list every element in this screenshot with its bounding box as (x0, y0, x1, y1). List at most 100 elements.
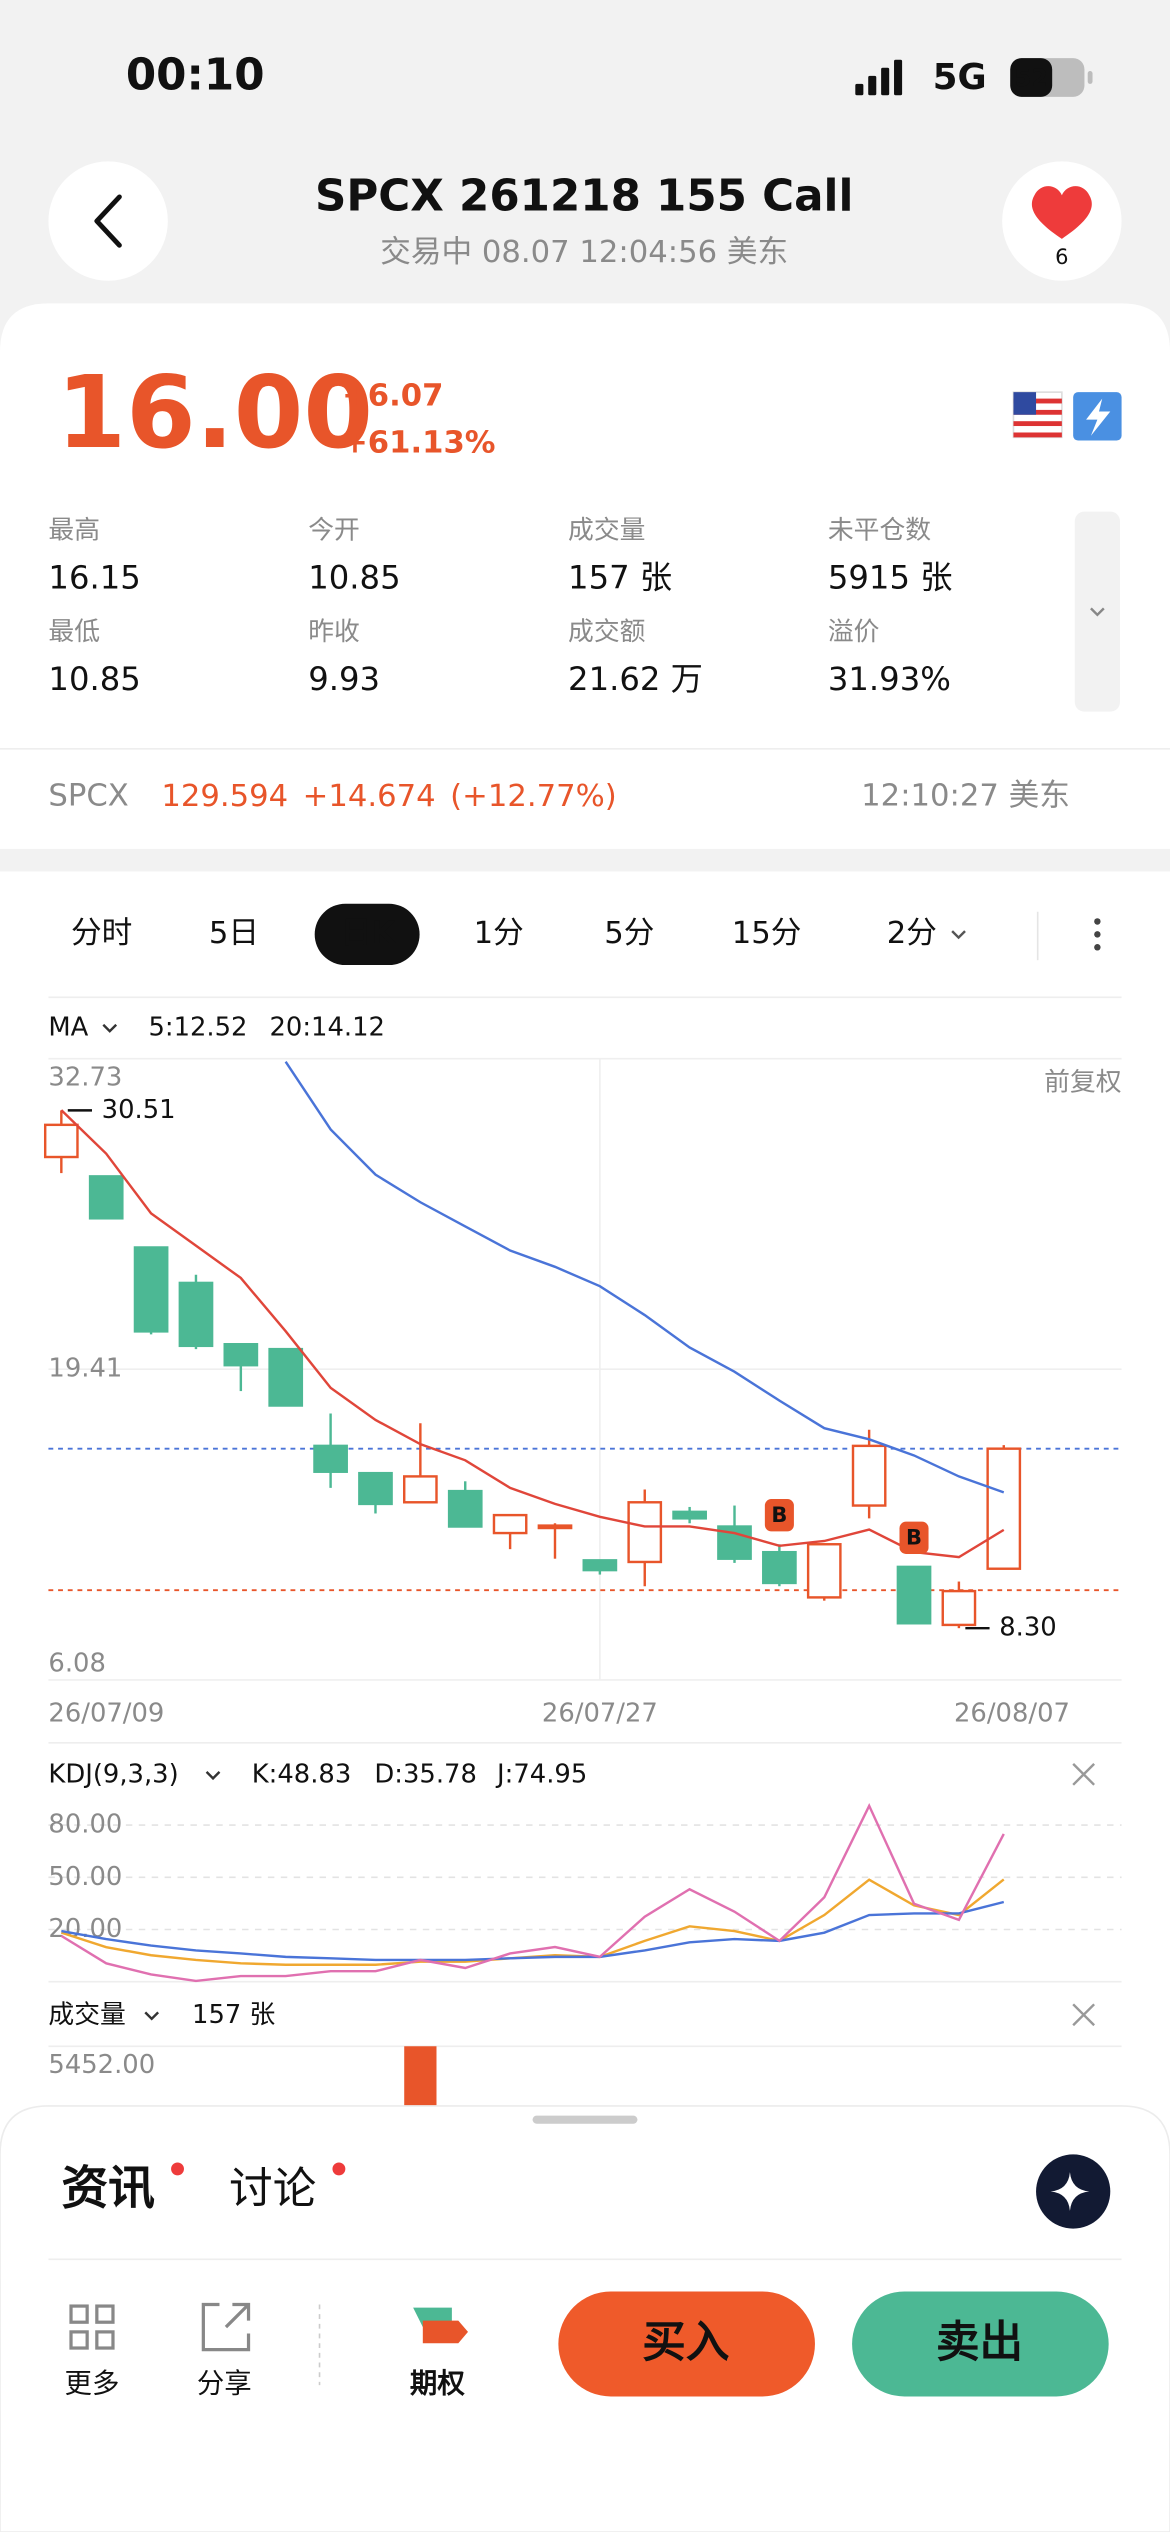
stat-label: 最高 (48, 515, 100, 545)
news-tab[interactable]: 资讯 (61, 2162, 155, 2216)
more-menu[interactable] (1094, 918, 1101, 951)
stat-label: 溢价 (828, 617, 880, 647)
sheet-handle[interactable] (532, 2115, 638, 2124)
period-tab[interactable]: 分时 (71, 916, 132, 951)
indicator-selector[interactable]: MA (48, 1012, 88, 1042)
period-tab[interactable]: 5日 (209, 916, 259, 951)
y-tick-label: 80.00 (48, 1810, 122, 1840)
candle-body (851, 1444, 887, 1507)
volume-summary: 157 张 (192, 2000, 275, 2030)
period-tab[interactable]: 2分 (887, 916, 937, 951)
dropdown-chevron[interactable] (102, 1023, 118, 1033)
y-tick-label: 19.41 (48, 1354, 122, 1384)
candle-body (358, 1471, 393, 1506)
back-button[interactable] (48, 161, 168, 281)
candle-body (941, 1589, 977, 1627)
candle-body (582, 1559, 618, 1572)
stat-label: 成交额 (568, 617, 646, 647)
quote-card (0, 303, 1170, 849)
close-volume[interactable] (1072, 2003, 1095, 2027)
favorite-count: 6 (1055, 245, 1068, 269)
action-label[interactable]: 分享 (197, 2369, 252, 2400)
legend-entry: K:48.83 (252, 1760, 352, 1790)
legend-entry: 5:12.52 (148, 1012, 247, 1042)
ai-button[interactable] (1036, 2154, 1111, 2229)
active-tab-pill (314, 903, 420, 966)
legend-entry: 20:14.12 (270, 1012, 385, 1042)
dropdown-chevron[interactable] (144, 2011, 160, 2021)
x-tick-label: 26/07/27 (542, 1698, 658, 1728)
dropdown-chevron[interactable] (951, 930, 966, 940)
max-marker-label: 30.51 (102, 1095, 176, 1125)
candle-body (537, 1524, 573, 1530)
stat-label: 成交量 (568, 515, 645, 545)
underlying-quote: 129.594 +14.674 (+12.77%) (161, 779, 616, 814)
more-icon[interactable] (69, 2304, 115, 2350)
stat-value: 5915 张 (828, 558, 953, 596)
expand-button[interactable] (1074, 511, 1120, 712)
instrument-title: SPCX 261218 155 Call (315, 171, 853, 221)
stat-value: 157 张 (568, 558, 672, 596)
discussion-tab[interactable]: 讨论 (229, 2164, 316, 2214)
stat-value: 21.62 万 (568, 660, 703, 698)
close-kdj[interactable] (1072, 1762, 1095, 1786)
indicator-title[interactable]: KDJ(9,3,3) (48, 1760, 178, 1790)
buy-label[interactable]: 买入 (642, 2318, 729, 2368)
unread-dot (171, 2162, 184, 2176)
y-tick-label: 5452.00 (48, 2050, 155, 2080)
period-tab[interactable]: 日K (341, 916, 397, 951)
battery-icon (1010, 58, 1093, 97)
period-tab[interactable]: 5分 (604, 916, 654, 951)
options-icon[interactable] (413, 2307, 469, 2344)
stat-label: 昨收 (308, 617, 360, 647)
favorite-button[interactable] (1002, 161, 1122, 281)
share-icon[interactable] (201, 2302, 251, 2352)
stat-value: 9.93 (308, 660, 380, 698)
action-label[interactable]: 期权 (410, 2369, 465, 2400)
price-change-percent: +61.13% (342, 425, 495, 460)
stat-value: 10.85 (308, 558, 400, 596)
network-type: 5G (933, 57, 987, 98)
period-tab[interactable]: 1分 (474, 916, 524, 951)
battery-level: 52 (1014, 64, 1048, 92)
stat-label: 今开 (308, 515, 360, 545)
legend-entry: J:74.95 (495, 1760, 587, 1790)
candle-body (762, 1550, 797, 1585)
buy-button[interactable] (558, 2291, 815, 2397)
underlying-price: 129.594 (161, 779, 288, 814)
ma-line (284, 1061, 1005, 1494)
candle-body (403, 1475, 438, 1504)
dropdown-chevron[interactable] (205, 1771, 221, 1781)
stat-label: 未平仓数 (828, 515, 931, 545)
x-tick-label: 26/08/07 (954, 1698, 1070, 1728)
volume-title[interactable]: 成交量 (48, 2000, 125, 2030)
ma-line (60, 1109, 1005, 1559)
stat-value: 16.15 (48, 558, 140, 596)
trade-flag-label: B (906, 1526, 922, 1550)
y-tick-label: 50.00 (48, 1862, 122, 1892)
clock: 00:10 (126, 50, 265, 100)
sell-label[interactable]: 卖出 (936, 2318, 1023, 2368)
candle-body (88, 1175, 124, 1220)
kdj-line (60, 1802, 1005, 1983)
x-tick-label: 26/07/09 (48, 1698, 164, 1728)
candle-body (223, 1343, 259, 1367)
action-label[interactable]: 更多 (65, 2369, 120, 2400)
sell-button[interactable] (852, 2291, 1109, 2397)
price-change: +6.07 (342, 378, 443, 413)
legend-entry: D:35.78 (374, 1760, 476, 1790)
signal-icon (855, 59, 903, 96)
stat-value: 10.85 (48, 660, 140, 698)
candle-body (43, 1123, 79, 1159)
min-marker-label: 8.30 (999, 1613, 1056, 1643)
candle-body (268, 1347, 304, 1407)
underlying-change: +14.674 (303, 779, 436, 814)
period-tab[interactable]: 15分 (732, 916, 802, 951)
us-flag-icon (1012, 391, 1063, 439)
candle-body (492, 1513, 528, 1535)
candle-body (313, 1444, 348, 1473)
trade-flag (764, 1499, 794, 1532)
underlying-time: 12:10:27 美东 (861, 779, 1070, 814)
